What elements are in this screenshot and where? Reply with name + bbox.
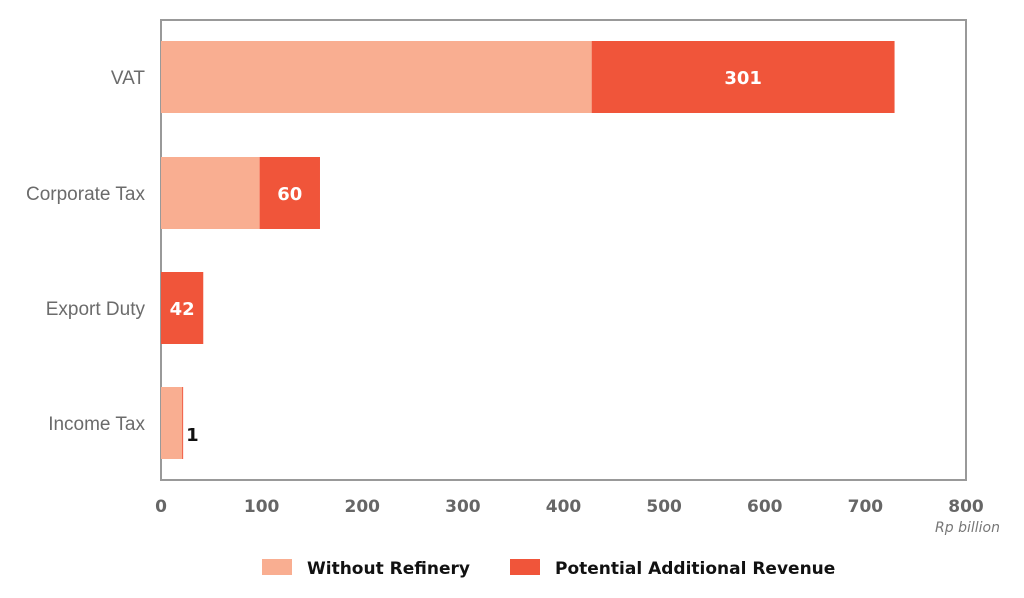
category-label: Corporate Tax	[26, 184, 145, 205]
data-label: 301	[724, 68, 762, 89]
data-label: 60	[277, 184, 302, 205]
legend-swatch	[510, 559, 540, 575]
x-tick-label: 400	[546, 497, 582, 517]
x-tick-label: 0	[155, 497, 167, 517]
data-label: 1	[186, 425, 199, 446]
x-tick-label: 500	[646, 497, 682, 517]
x-axis-unit: Rp billion	[935, 520, 1000, 536]
x-tick-label: 800	[948, 497, 984, 517]
bar-without-refinery	[161, 41, 592, 113]
x-tick-label: 700	[848, 497, 884, 517]
bar-additional-revenue	[259, 157, 320, 229]
bar-without-refinery	[161, 387, 183, 459]
category-label: VAT	[111, 68, 146, 89]
x-tick-label: 300	[445, 497, 481, 517]
bar-additional-revenue	[161, 272, 204, 344]
data-label: 42	[170, 299, 195, 320]
bar-without-refinery	[161, 157, 260, 229]
legend-swatch	[262, 559, 292, 575]
category-label: Income Tax	[48, 414, 145, 435]
legend-label: Without Refinery	[307, 559, 470, 579]
bar-additional-revenue	[182, 387, 184, 459]
category-label: Export Duty	[46, 299, 146, 320]
x-tick-label: 100	[244, 497, 280, 517]
x-tick-label: 200	[345, 497, 381, 517]
x-tick-label: 600	[747, 497, 783, 517]
plot-frame	[160, 19, 967, 481]
legend-label: Potential Additional Revenue	[555, 559, 835, 579]
bar-additional-revenue	[591, 41, 895, 113]
